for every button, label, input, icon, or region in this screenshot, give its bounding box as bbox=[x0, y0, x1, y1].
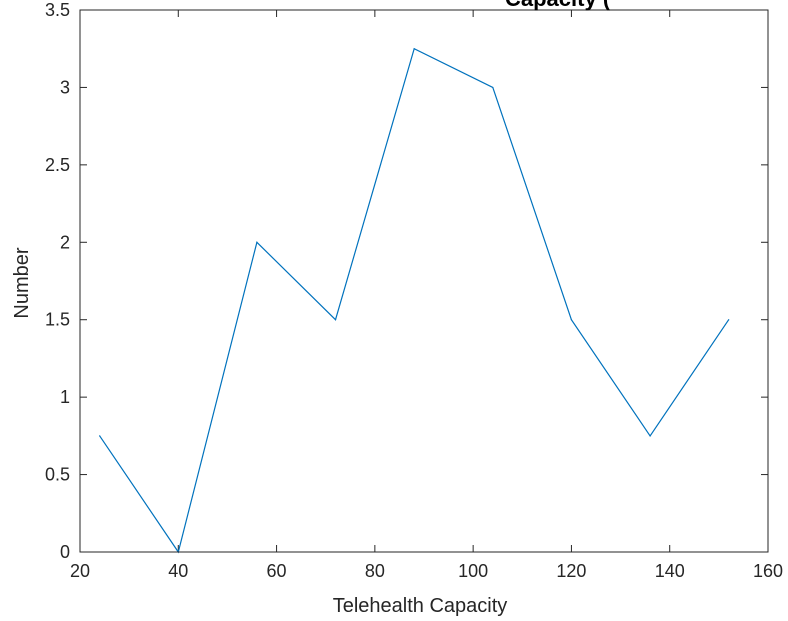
y-tick-label: 3 bbox=[60, 77, 70, 97]
chart-title: Capacity ( bbox=[505, 0, 611, 11]
data-point bbox=[334, 319, 337, 321]
x-tick-label: 60 bbox=[267, 561, 287, 581]
data-point bbox=[492, 86, 494, 89]
x-axis-label: Telehealth Capacity bbox=[333, 595, 508, 617]
x-tick-label: 120 bbox=[556, 561, 586, 581]
data-point bbox=[649, 435, 651, 437]
y-tick-label: 2 bbox=[60, 232, 70, 252]
y-tick-label: 1 bbox=[60, 387, 70, 407]
data-point bbox=[99, 435, 101, 437]
x-tick-label: 100 bbox=[458, 561, 488, 581]
y-axis-ticks: 0 0.5 1 1.5 2 2.5 3 3.5 bbox=[45, 0, 768, 562]
x-tick-label: 20 bbox=[70, 561, 90, 581]
plot-area bbox=[80, 10, 768, 552]
y-tick-label: 3.5 bbox=[45, 0, 70, 20]
data-point bbox=[256, 241, 258, 243]
x-tick-label: 80 bbox=[365, 561, 385, 581]
data-point bbox=[570, 319, 573, 321]
data-point bbox=[413, 48, 415, 50]
y-tick-label: 2.5 bbox=[45, 155, 70, 175]
data-point bbox=[728, 319, 730, 321]
plot-frame bbox=[79, 9, 769, 553]
y-tick-label: 0.5 bbox=[45, 465, 70, 485]
x-axis-ticks: 20 40 60 80 100 120 140 160 bbox=[70, 10, 783, 581]
y-tick-label: 0 bbox=[60, 542, 70, 562]
y-tick-label: 1.5 bbox=[45, 310, 70, 330]
x-tick-label: 40 bbox=[168, 561, 188, 581]
x-tick-label: 140 bbox=[655, 561, 685, 581]
x-tick-label: 160 bbox=[753, 561, 783, 581]
y-axis-label: Number bbox=[11, 247, 33, 318]
